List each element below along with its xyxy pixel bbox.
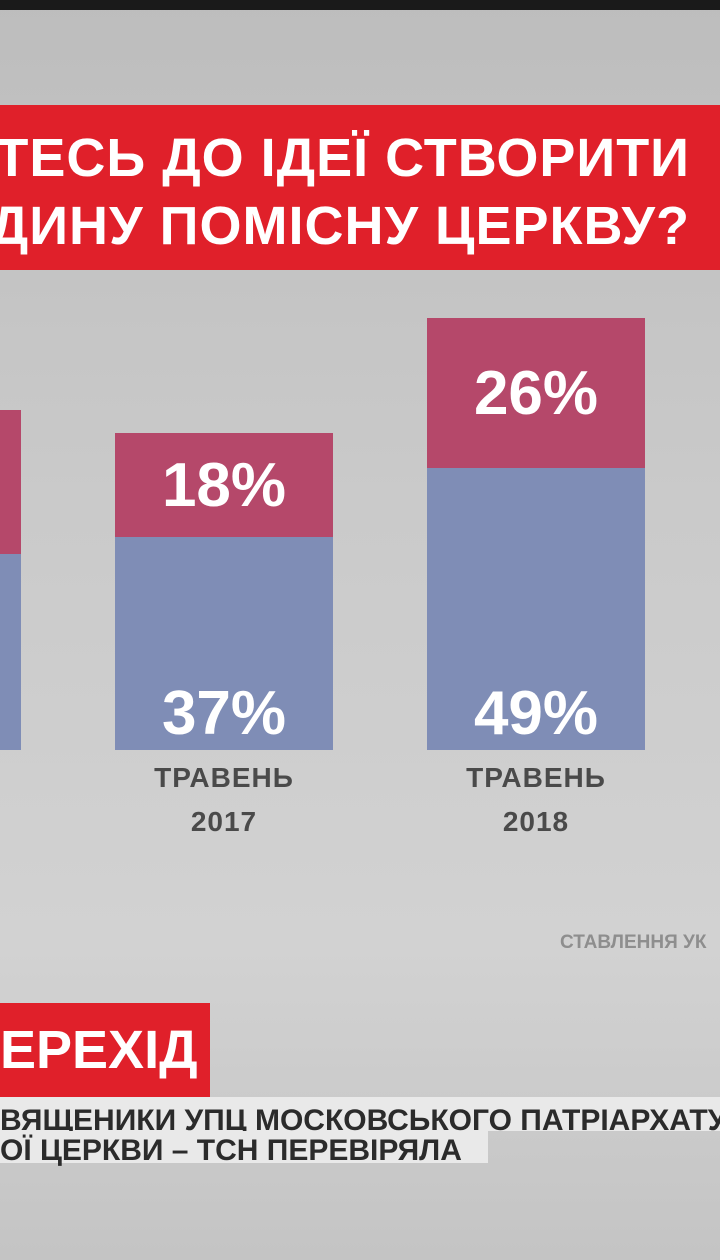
title-line: ЄДИНУ ПОМІСНУ ЦЕРКВУ? xyxy=(0,196,690,256)
value-label: 37% xyxy=(161,679,287,748)
bar-segment xyxy=(427,467,645,750)
bar-segment xyxy=(0,410,21,555)
title-banner: АВИТЕСЬ ДО ІДЕЇ СТВОРИТИ ЄДИНУ ПОМІСНУ Ц… xyxy=(0,105,720,270)
value-label: 26% xyxy=(473,358,599,428)
value-label: 49% xyxy=(473,679,599,748)
caption-line: ОЇ ЦЕРКВИ – ТСН ПЕРЕВІРЯЛА xyxy=(0,1131,488,1167)
top-strip xyxy=(0,0,720,10)
bar-segment xyxy=(115,536,333,750)
caption-line: ВЯЩЕНИКИ УПЦ МОСКОВСЬКОГО ПАТРІАРХАТУ І xyxy=(0,1097,720,1137)
title-line: АВИТЕСЬ ДО ІДЕЇ СТВОРИТИ xyxy=(0,128,690,188)
bar-segment xyxy=(427,318,645,468)
source-note: СТАВЛЕННЯ УК xyxy=(560,932,707,953)
section-tag: ЕРЕХІД xyxy=(0,1003,210,1097)
bar-segment xyxy=(0,554,21,750)
value-label: 18% xyxy=(161,451,287,521)
category-label: ТРАВЕНЬ 2017 xyxy=(154,762,294,837)
category-label: ТРАВЕНЬ 2018 xyxy=(466,762,606,837)
bar-segment xyxy=(115,433,333,537)
